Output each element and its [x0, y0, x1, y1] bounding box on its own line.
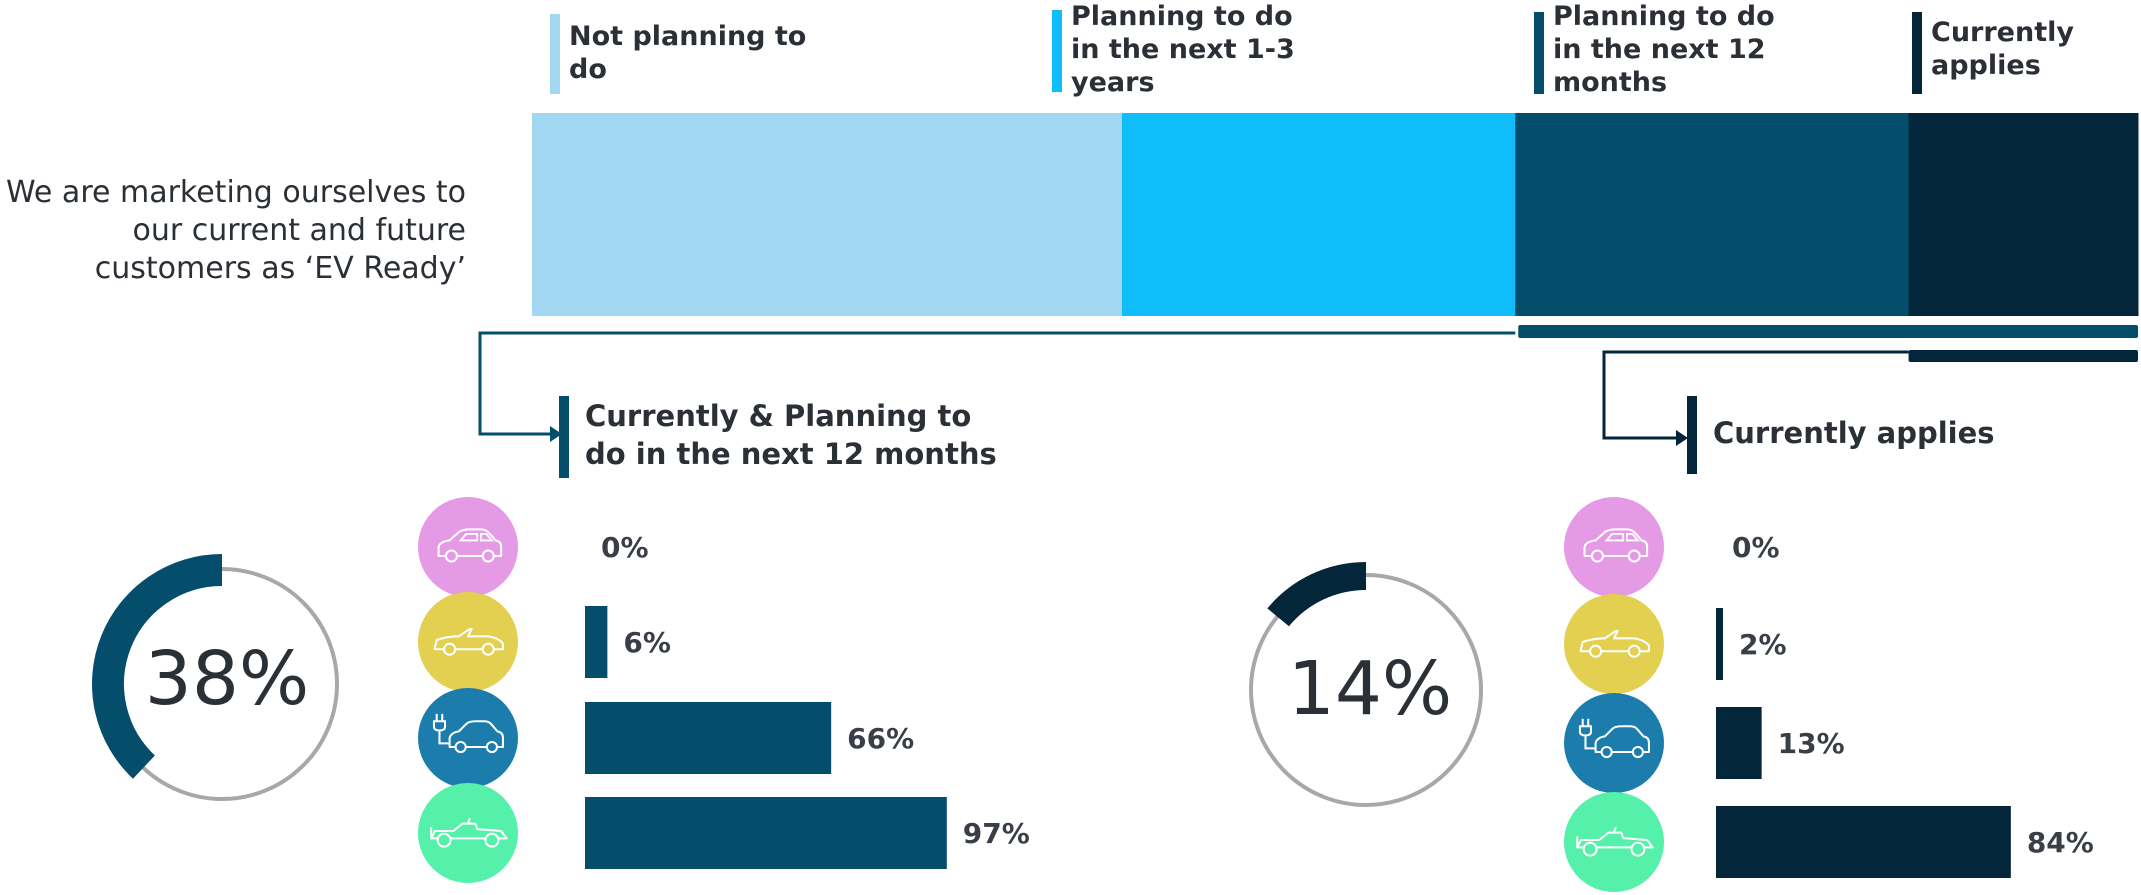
stacked-segment-3	[1908, 113, 2139, 316]
bar-3	[1716, 806, 2011, 878]
convertible-icon-badge	[1564, 594, 1664, 694]
stacked-segment-1	[1121, 113, 1516, 316]
connector-right	[1602, 350, 1909, 440]
sedan-icon-badge	[418, 497, 518, 597]
bar-value-label-0: 0%	[1732, 531, 1780, 564]
electric-car-icon-badge	[418, 688, 518, 788]
left-donut-arc	[92, 554, 223, 779]
legend-swatch	[1052, 10, 1062, 92]
bar-value-label-2: 13%	[1778, 727, 1845, 760]
legend-swatch	[1534, 12, 1544, 94]
right-total-percent: 14%	[1287, 646, 1453, 732]
legend-swatch	[550, 14, 560, 94]
bracket-bar-currently-applies	[1908, 350, 2138, 362]
bar-value-label-1: 2%	[1739, 628, 1787, 661]
right-panel-title: Currently applies	[1713, 416, 1995, 450]
legend-label: Planning to do in the next 12 months	[1553, 1, 1775, 98]
electric-car-icon-badge	[1564, 693, 1664, 793]
right-panel-title-marker	[1687, 396, 1697, 474]
bar-value-label-1: 6%	[623, 626, 671, 659]
bar-value-label-0: 0%	[601, 531, 649, 564]
convertible-icon-badge	[418, 592, 518, 692]
legend-label: Not planning to do	[569, 21, 807, 85]
connector-left	[478, 331, 1516, 436]
bar-value-label-3: 97%	[963, 817, 1030, 850]
bar-3	[585, 797, 947, 869]
left-panel-title-marker	[559, 396, 569, 478]
legend-swatch	[1912, 12, 1922, 94]
race-car-icon-badge	[1564, 792, 1664, 892]
race-car-icon-badge	[418, 783, 518, 883]
row-label: We are marketing ourselves to our curren…	[6, 175, 466, 286]
bar-2	[1716, 707, 1762, 779]
bar-value-label-3: 84%	[2027, 826, 2094, 859]
legend-label: Planning to do in the next 1-3 years	[1071, 1, 1295, 98]
connector-right-arrow	[1676, 430, 1688, 446]
legend-label: Currently applies	[1931, 17, 2074, 81]
bar-1	[1716, 608, 1724, 680]
stacked-segment-2	[1515, 113, 1910, 316]
right-donut-arc	[1267, 562, 1367, 627]
stacked-segment-0	[532, 113, 1123, 316]
bar-1	[585, 606, 608, 678]
left-panel-title: Currently & Planning to do in the next 1…	[585, 399, 997, 471]
bar-2	[585, 702, 832, 774]
connector-left-arrow	[550, 426, 562, 442]
sedan-icon-badge	[1564, 497, 1664, 597]
bar-value-label-2: 66%	[847, 722, 914, 755]
left-total-percent: 38%	[144, 636, 310, 722]
bracket-bar-current-and-12-months	[1518, 325, 2138, 338]
